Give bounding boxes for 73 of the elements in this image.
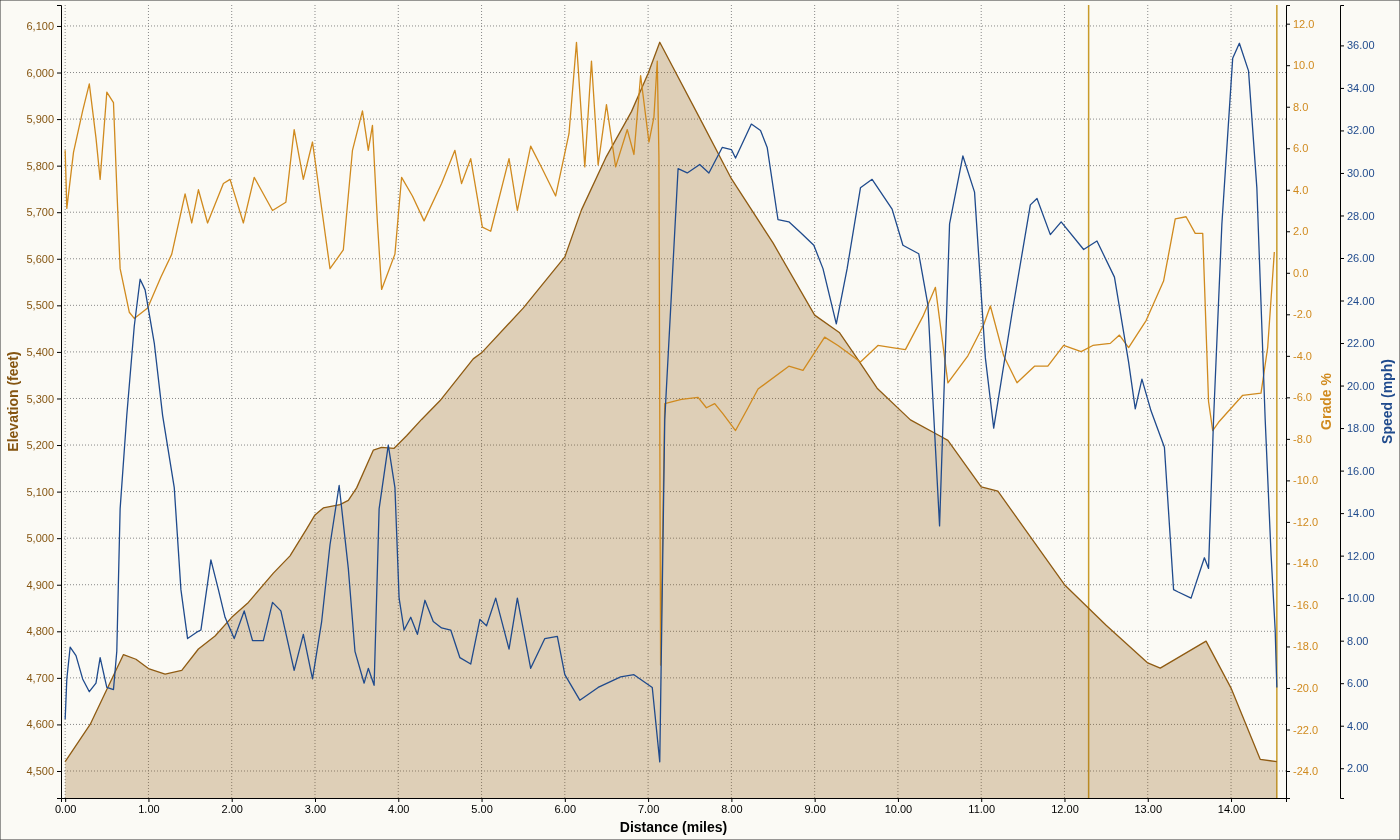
y3-tick-label: 4.00 [1347, 719, 1369, 732]
y-axis-title: Elevation (feet) [5, 351, 21, 452]
y2-tick-label: -14.0 [1293, 557, 1319, 570]
y-tick-label: 4,700 [26, 671, 54, 684]
x-tick-label: 3.00 [304, 802, 327, 815]
y2-tick-label: -22.0 [1293, 723, 1319, 736]
y3-tick-label: 8.00 [1347, 634, 1369, 647]
y2-tick-label: -18.0 [1293, 640, 1319, 653]
y3-tick-label: 26.00 [1347, 252, 1375, 265]
y3-tick-label: 24.00 [1347, 294, 1375, 307]
y2-tick-label: 0.0 [1293, 266, 1309, 279]
y-tick-label: 5,500 [26, 299, 54, 312]
y2-tick-label: 2.0 [1293, 225, 1309, 238]
x-tick-label: 11.00 [968, 802, 996, 815]
y2-tick-label: -20.0 [1293, 682, 1319, 694]
y3-tick-label: 10.00 [1347, 592, 1375, 605]
y-tick-label: 6,000 [26, 66, 54, 79]
y-tick-label: 4,600 [26, 718, 54, 731]
y3-tick-label: 12.00 [1347, 549, 1375, 562]
y2-tick-label: 6.0 [1293, 142, 1309, 155]
y-tick-label: 5,800 [26, 159, 54, 172]
y3-tick-label: 28.00 [1347, 209, 1375, 222]
y3-axis-title: Speed (mph) [1379, 359, 1395, 444]
y3-tick-label: 6.00 [1347, 677, 1369, 690]
y-tick-label: 5,700 [26, 206, 54, 219]
x-axis-title: Distance (miles) [619, 819, 728, 835]
y-tick-label: 5,100 [26, 485, 54, 498]
y-tick-label: 5,900 [26, 113, 54, 126]
y3-tick-label: 30.00 [1347, 166, 1375, 179]
x-tick-label: 9.00 [804, 802, 826, 815]
y3-tick-label: 32.00 [1347, 124, 1375, 137]
y2-tick-label: -12.0 [1293, 515, 1319, 528]
x-tick-label: 10.00 [884, 802, 913, 815]
y2-tick-label: 4.0 [1293, 183, 1309, 196]
x-tick-label: 8.00 [721, 802, 743, 815]
y3-tick-label: 16.00 [1347, 464, 1375, 477]
y2-tick-label: -8.0 [1293, 432, 1312, 445]
x-tick-label: 4.00 [388, 802, 410, 815]
y3-tick-label: 20.00 [1347, 379, 1375, 392]
y-tick-label: 6,100 [26, 19, 54, 32]
x-tick-label: 5.00 [471, 802, 493, 815]
y2-tick-label: 8.0 [1293, 100, 1309, 113]
y2-tick-label: 12.0 [1293, 17, 1315, 30]
y2-axis-title: Grade % [1318, 372, 1334, 430]
y3-tick-label: 14.00 [1347, 507, 1375, 520]
y3-tick-label: 36.00 [1347, 39, 1375, 52]
y-tick-label: 5,000 [26, 532, 54, 545]
x-tick-label: 13.00 [1134, 802, 1163, 815]
y-tick-label: 4,900 [26, 578, 54, 591]
y-tick-label: 5,600 [26, 252, 54, 265]
x-tick-label: 12.00 [1051, 802, 1079, 815]
y-tick-label: 5,200 [26, 439, 54, 452]
y2-tick-label: -4.0 [1293, 349, 1312, 362]
y-tick-label: 4,800 [26, 625, 54, 638]
y2-tick-label: -6.0 [1293, 391, 1312, 404]
y-tick-label: 5,400 [26, 345, 54, 358]
x-tick-label: 6.00 [554, 802, 577, 815]
y-tick-label: 5,300 [26, 392, 54, 405]
x-tick-label: 1.00 [138, 802, 160, 815]
y2-tick-label: -2.0 [1293, 308, 1312, 321]
y2-tick-label: -16.0 [1293, 598, 1319, 611]
y-tick-label: 4,500 [26, 765, 54, 778]
x-tick-label: 0.00 [54, 802, 77, 815]
x-tick-label: 2.00 [221, 802, 243, 815]
x-tick-label: 7.00 [637, 802, 660, 815]
y3-tick-label: 18.00 [1347, 422, 1375, 435]
y2-tick-label: -10.0 [1293, 474, 1319, 487]
y3-tick-label: 22.00 [1347, 337, 1375, 350]
y2-tick-label: 10.0 [1293, 59, 1315, 72]
y3-tick-label: 34.00 [1347, 81, 1375, 94]
y3-tick-label: 2.00 [1347, 762, 1369, 775]
x-tick-label: 14.00 [1217, 802, 1246, 815]
y2-tick-label: -24.0 [1293, 765, 1319, 778]
